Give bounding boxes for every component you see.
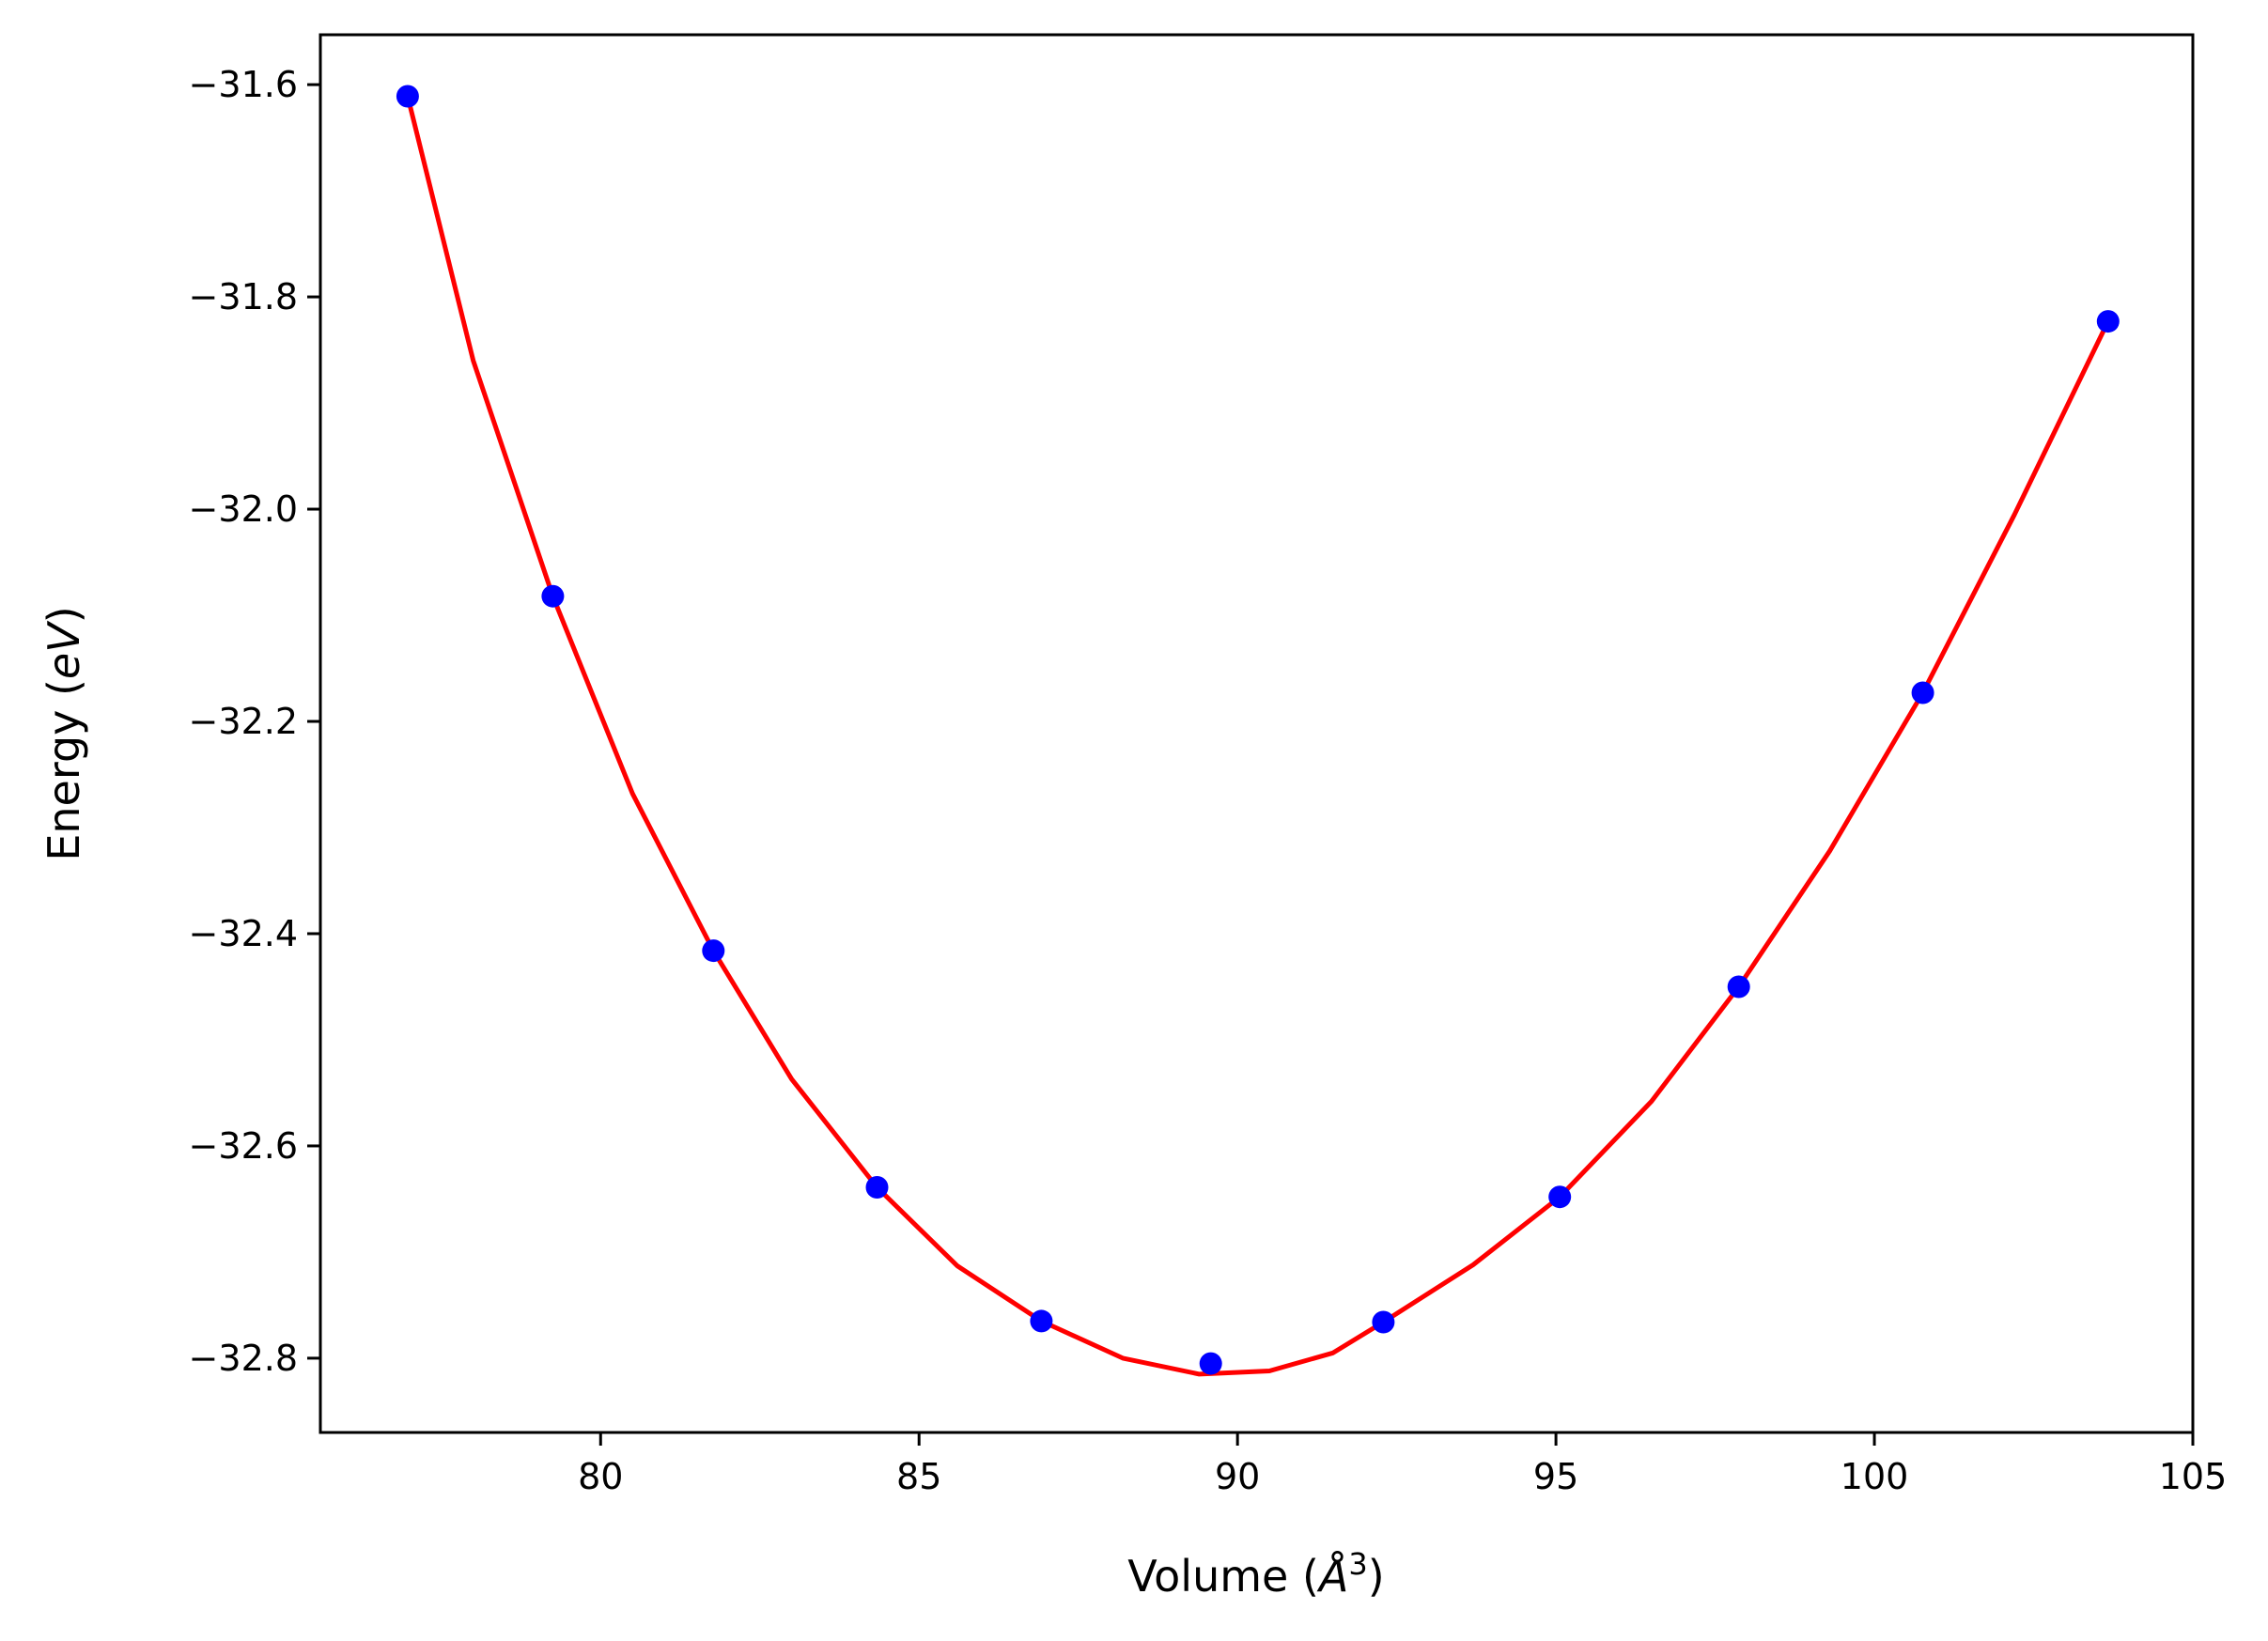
data-point (1727, 975, 1750, 999)
data-point (541, 584, 565, 608)
data-point (1030, 1309, 1053, 1333)
data-point (1548, 1185, 1572, 1209)
data-points-layer (396, 85, 2120, 1375)
y-tick-label: −32.8 (189, 1338, 298, 1379)
x-tick-label: 105 (2159, 1456, 2228, 1497)
x-axis-label-unit-exponent: 3 (1348, 1546, 1367, 1582)
y-tick-label: −32.6 (189, 1125, 298, 1167)
fit-curve-layer (405, 95, 2111, 1377)
data-point (1372, 1310, 1395, 1334)
data-point (865, 1176, 889, 1199)
data-point (2096, 310, 2120, 333)
data-point (396, 85, 419, 108)
x-tick-label: 85 (896, 1456, 941, 1497)
fit-curve-line (405, 95, 2111, 1377)
y-axis-label-unit: eV (39, 620, 89, 679)
plot-frame (318, 33, 2195, 1434)
data-point (702, 939, 725, 963)
y-tick-label: −32.0 (189, 488, 298, 530)
x-tick-label: 100 (1841, 1456, 1909, 1497)
x-axis-label: Volume (Å3) (1127, 1546, 1384, 1602)
x-axis-label-unit: Å (1316, 1551, 1348, 1602)
y-tick-label: −31.8 (189, 276, 298, 317)
data-point (1199, 1352, 1222, 1375)
y-axis-label: Energy (eV) (39, 606, 89, 860)
y-axis-ticks: −31.6 −31.8 −32.0 −32.2 −32.4 −32.6 −32.8 (189, 64, 320, 1379)
y-axis-label-text: Energy (39, 710, 89, 861)
y-tick-label: −32.2 (189, 701, 298, 742)
y-tick-label: −31.6 (189, 64, 298, 105)
x-axis-label-text: Volume (1127, 1551, 1288, 1602)
x-axis-ticks: 80 85 90 95 100 105 (578, 1432, 2227, 1497)
x-tick-label: 80 (578, 1456, 623, 1497)
y-tick-label: −32.4 (189, 913, 298, 954)
data-point (1911, 681, 1934, 704)
x-tick-label: 90 (1215, 1456, 1260, 1497)
x-tick-label: 95 (1533, 1456, 1578, 1497)
